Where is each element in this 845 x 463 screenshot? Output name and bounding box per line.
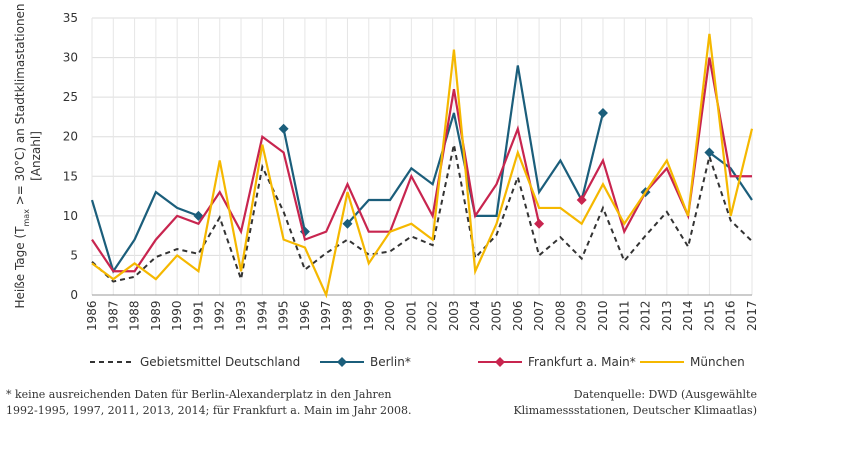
y-tick-label: 20 [63, 130, 78, 144]
marker [337, 357, 347, 367]
legend-label: Frankfurt a. Main* [528, 355, 636, 369]
y-title-sub: max [22, 209, 31, 227]
x-tick-label: 2003 [447, 300, 461, 331]
series-line [91, 33, 754, 299]
x-tick-label: 2009 [575, 300, 589, 331]
y-tick-label: 10 [63, 209, 78, 223]
source: Klimamessstationen, Deutscher Klimaatlas… [513, 404, 757, 417]
x-tick-label: 1995 [277, 300, 291, 331]
x-tick-label: 1989 [149, 300, 163, 331]
marker [278, 123, 289, 134]
x-tick-label: 2008 [553, 300, 567, 331]
legend-label: Gebietsmittel Deutschland [140, 355, 300, 369]
y-title-part: Heiße Tage (T [13, 226, 27, 309]
x-tick-label: 1999 [362, 300, 376, 331]
x-tick-label: 1996 [298, 300, 312, 331]
x-tick-label: 1991 [191, 300, 205, 331]
x-tick-label: 2000 [383, 300, 397, 331]
marker [597, 107, 608, 118]
x-tick-label: 2001 [404, 300, 418, 331]
source: Datenquelle: DWD (Ausgewählte [574, 388, 757, 401]
marker [534, 218, 545, 229]
y-title-part: >= 30°C) an Stadtklimastationen [13, 3, 27, 209]
series-line [90, 65, 753, 274]
series-line [91, 144, 753, 284]
x-tick-label: 1992 [213, 300, 227, 331]
x-tick-label: 1988 [128, 300, 142, 331]
x-tick-label: 1987 [106, 300, 120, 331]
x-tick-label: 1986 [85, 300, 99, 331]
y-tick-label: 35 [63, 11, 78, 25]
y-axis-title-unit: [Anzahl] [29, 131, 43, 181]
marker [342, 218, 353, 229]
x-tick-label: 1990 [170, 300, 184, 331]
y-axis-title: Heiße Tage (Tmax >= 30°C) an Stadtklimas… [13, 3, 31, 308]
y-tick-label: 25 [63, 90, 78, 104]
legend-label: München [690, 355, 745, 369]
footnote: * keine ausreichenden Daten für Berlin-A… [6, 388, 391, 401]
series-line [91, 57, 752, 273]
legend-label: Berlin* [370, 355, 411, 369]
x-tick-label: 2017 [745, 300, 759, 331]
marker [704, 147, 715, 158]
x-tick-label: 2007 [532, 300, 546, 331]
x-tick-label: 2006 [511, 300, 525, 331]
y-tick-label: 5 [70, 248, 78, 262]
x-tick-label: 2016 [724, 300, 738, 331]
x-tick-label: 2012 [639, 300, 653, 331]
x-tick-label: 2013 [660, 300, 674, 331]
marker [576, 195, 587, 206]
x-tick-label: 2014 [681, 300, 695, 331]
x-tick-label: 2005 [490, 300, 504, 331]
x-tick-label: 1994 [255, 300, 269, 331]
x-tick-label: 2011 [617, 300, 631, 331]
x-tick-label: 2002 [426, 300, 440, 331]
x-tick-label: 2015 [702, 300, 716, 331]
marker [495, 357, 505, 367]
x-tick-label: 2010 [596, 300, 610, 331]
y-tick-label: 30 [63, 51, 78, 65]
y-tick-label: 0 [70, 288, 78, 302]
x-tick-label: 1998 [340, 300, 354, 331]
x-tick-label: 2004 [468, 300, 482, 331]
footnote: 1992-1995, 1997, 2011, 2013, 2014; für F… [6, 404, 412, 417]
x-tick-label: 1997 [319, 300, 333, 331]
x-tick-label: 1993 [234, 300, 248, 331]
y-tick-label: 15 [63, 169, 78, 183]
